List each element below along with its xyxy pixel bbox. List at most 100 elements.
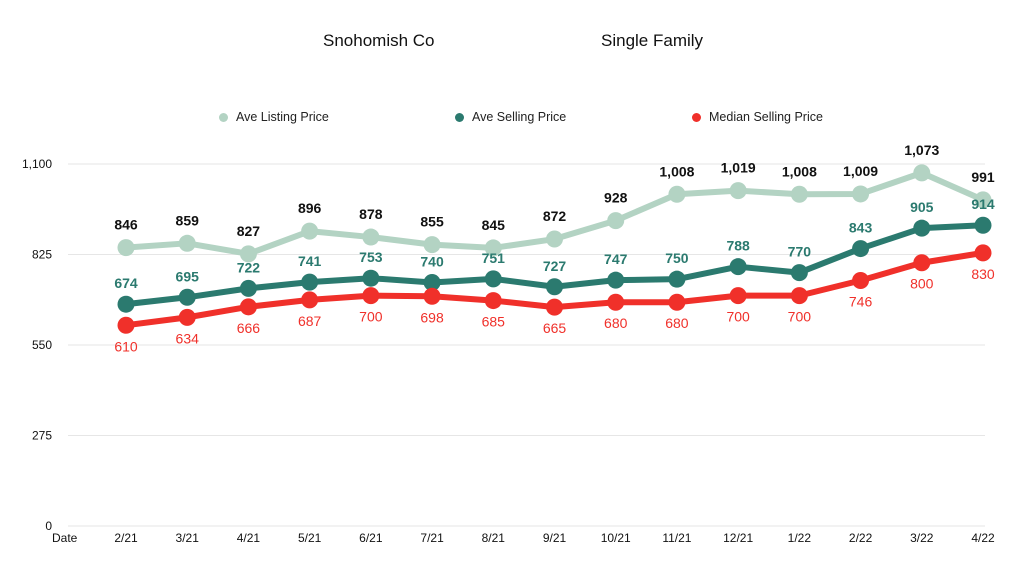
data-point bbox=[668, 293, 686, 311]
x-tick-label: 11/21 bbox=[662, 531, 691, 545]
data-label: 700 bbox=[788, 309, 812, 325]
data-point bbox=[546, 298, 563, 316]
x-tick-label: 2/22 bbox=[849, 531, 873, 545]
legend-label: Ave Listing Price bbox=[236, 110, 329, 124]
data-point bbox=[239, 279, 257, 297]
data-label: 896 bbox=[298, 200, 322, 216]
data-label: 665 bbox=[543, 320, 567, 336]
data-point bbox=[974, 216, 992, 234]
x-tick-label: 7/21 bbox=[420, 531, 444, 545]
data-label: 740 bbox=[420, 253, 444, 269]
data-point bbox=[546, 278, 563, 296]
data-label: 751 bbox=[482, 250, 506, 266]
data-point bbox=[974, 191, 992, 209]
data-point bbox=[729, 182, 747, 200]
data-point bbox=[729, 287, 747, 305]
data-point bbox=[913, 219, 931, 237]
data-point bbox=[178, 308, 196, 326]
legend-marker-icon bbox=[219, 112, 228, 122]
data-label: 727 bbox=[543, 258, 567, 274]
data-label: 928 bbox=[604, 190, 628, 206]
data-label: 698 bbox=[420, 309, 444, 325]
data-label: 846 bbox=[114, 217, 138, 233]
data-label: 827 bbox=[237, 223, 261, 239]
x-axis-label: Date bbox=[52, 531, 78, 545]
x-tick-label: 3/21 bbox=[176, 531, 200, 545]
data-label: 788 bbox=[726, 238, 750, 254]
data-label: 674 bbox=[114, 275, 138, 291]
legend-marker-icon bbox=[692, 112, 701, 122]
legend-item-median-selling-price: Median Selling Price bbox=[692, 110, 823, 124]
data-point bbox=[729, 258, 747, 276]
data-point bbox=[790, 287, 808, 305]
data-label: 700 bbox=[359, 309, 383, 325]
data-point bbox=[974, 244, 992, 262]
data-label: 634 bbox=[176, 330, 200, 346]
data-point bbox=[423, 287, 441, 305]
data-point bbox=[239, 245, 257, 263]
data-point bbox=[607, 212, 625, 230]
data-point bbox=[362, 228, 380, 246]
data-point bbox=[913, 254, 931, 272]
data-label: 750 bbox=[665, 250, 689, 266]
x-tick-label: 4/21 bbox=[237, 531, 261, 545]
data-point bbox=[546, 230, 563, 248]
x-tick-label: 1/22 bbox=[788, 531, 812, 545]
data-point bbox=[607, 271, 625, 289]
x-tick-label: 5/21 bbox=[298, 531, 322, 545]
x-tick-label: 2/21 bbox=[114, 531, 138, 545]
data-label: 666 bbox=[237, 320, 261, 336]
data-point bbox=[607, 293, 625, 311]
data-label: 991 bbox=[971, 169, 995, 185]
data-label: 1,009 bbox=[843, 163, 878, 179]
data-label: 800 bbox=[910, 276, 934, 292]
data-point bbox=[852, 185, 870, 203]
data-label: 741 bbox=[298, 253, 322, 269]
data-label: 747 bbox=[604, 251, 628, 267]
chart-title: Snohomish Co bbox=[323, 31, 435, 50]
data-point bbox=[178, 234, 196, 252]
data-label: 746 bbox=[849, 293, 873, 309]
data-point bbox=[668, 185, 686, 203]
x-tick-label: 10/21 bbox=[601, 531, 631, 545]
data-point bbox=[484, 239, 502, 257]
legend-item-ave-listing-price: Ave Listing Price bbox=[219, 110, 329, 124]
data-label: 872 bbox=[543, 208, 567, 224]
data-label: 680 bbox=[665, 315, 689, 331]
data-label: 1,019 bbox=[721, 160, 756, 176]
data-point bbox=[301, 222, 319, 240]
data-label: 687 bbox=[298, 313, 322, 329]
data-label: 855 bbox=[420, 214, 444, 230]
data-label: 1,073 bbox=[904, 142, 939, 158]
legend-label: Median Selling Price bbox=[709, 110, 823, 124]
y-tick-label: 1,100 bbox=[22, 157, 52, 171]
data-point bbox=[301, 273, 319, 291]
legend-item-ave-selling-price: Ave Selling Price bbox=[455, 110, 566, 124]
data-label: 1,008 bbox=[659, 163, 694, 179]
data-label: 914 bbox=[971, 196, 995, 212]
data-point bbox=[423, 273, 441, 291]
x-tick-label: 3/22 bbox=[910, 531, 934, 545]
data-point bbox=[913, 164, 931, 182]
data-label: 770 bbox=[788, 244, 812, 260]
data-point bbox=[117, 316, 135, 334]
y-tick-label: 550 bbox=[32, 338, 52, 352]
legend-marker-icon bbox=[455, 112, 464, 122]
data-label: 680 bbox=[604, 315, 628, 331]
data-point bbox=[117, 239, 135, 257]
data-point bbox=[362, 287, 380, 305]
data-label: 685 bbox=[482, 314, 506, 330]
data-label: 845 bbox=[482, 217, 506, 233]
y-tick-label: 0 bbox=[45, 519, 52, 533]
legend-label: Ave Selling Price bbox=[472, 110, 567, 124]
data-point bbox=[790, 264, 808, 282]
data-point bbox=[668, 270, 686, 288]
chart-subtitle: Single Family bbox=[601, 31, 704, 50]
x-tick-label: 12/21 bbox=[723, 531, 753, 545]
x-tick-label: 8/21 bbox=[482, 531, 506, 545]
data-label: 859 bbox=[176, 212, 200, 228]
data-point bbox=[852, 271, 870, 289]
data-label: 1,008 bbox=[782, 163, 817, 179]
data-point bbox=[484, 270, 502, 288]
